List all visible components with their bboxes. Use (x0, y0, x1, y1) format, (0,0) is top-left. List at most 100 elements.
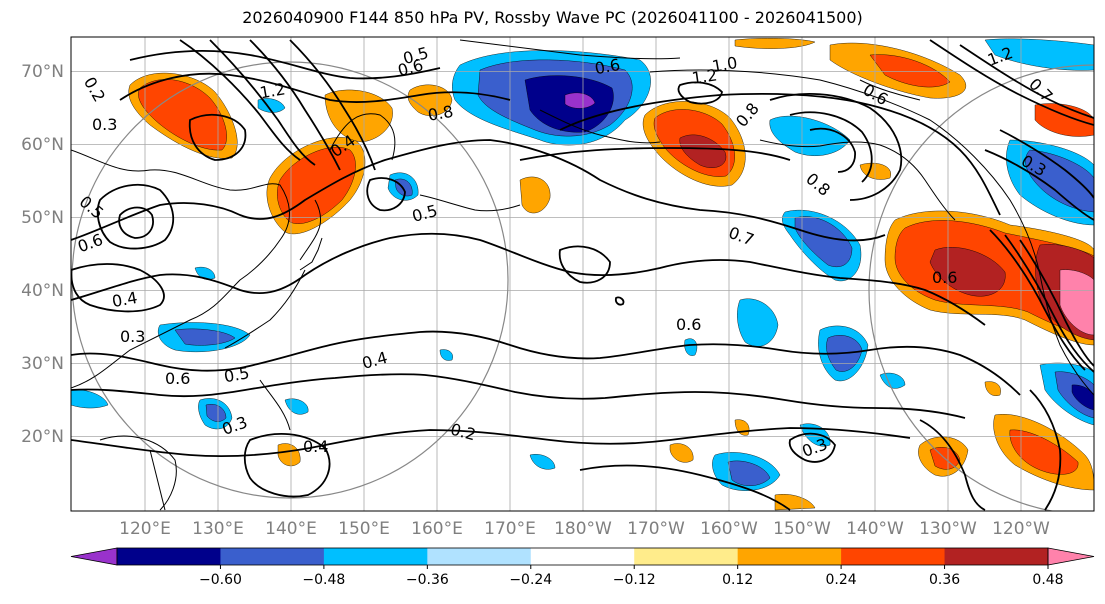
warm-anomaly (1059, 269, 1094, 336)
cold-anomaly (71, 389, 109, 409)
colorbar-extend-high (1047, 547, 1095, 566)
pv-contour (789, 111, 873, 183)
pv-contour (809, 127, 856, 173)
pv-contour (71, 232, 986, 326)
warm-anomaly (869, 54, 951, 88)
pv-contour (558, 245, 611, 284)
pv-contour (1029, 389, 1062, 511)
warm-anomaly (669, 443, 694, 463)
pv-contour (999, 129, 1094, 199)
colorbar-tick-label: 0.36 (929, 572, 960, 588)
lon-label: 170°W (627, 519, 685, 539)
shaded-anomalies (71, 38, 1094, 511)
colorbar-segment (841, 548, 946, 565)
pv-contour (71, 263, 165, 313)
coastlines (71, 39, 1094, 511)
pv-contour (677, 81, 723, 105)
map-frame (70, 36, 1095, 512)
colorbar-segment (323, 548, 428, 565)
warm-anomaly (138, 79, 227, 151)
pv-contour (243, 432, 331, 498)
cold-anomaly (174, 328, 236, 346)
pv-contour (249, 39, 341, 171)
lon-label: 130°W (919, 519, 977, 539)
cold-anomaly (1025, 149, 1094, 213)
pv-contour (929, 39, 1094, 126)
lon-label: 150°E (338, 519, 390, 539)
lon-label: 160°E (411, 519, 463, 539)
range-circle (868, 64, 1094, 511)
colorbar-segment (220, 548, 325, 565)
colorbar-frame (116, 547, 1049, 566)
lon-label: 120°W (992, 519, 1050, 539)
pv-contour (119, 72, 511, 103)
pv-contour (71, 427, 911, 458)
warm-anomaly (734, 38, 816, 49)
lon-label: 120°E (119, 519, 171, 539)
lat-label: 20°N (21, 427, 64, 447)
lon-label: 180°W (554, 519, 612, 539)
pv-contour (179, 39, 301, 161)
longitude-labels: 120°E 130°E 140°E 150°E 160°E 170°E 180°… (119, 519, 1050, 539)
warm-anomaly (277, 443, 301, 467)
pv-contour (919, 419, 986, 511)
colorbar-tick-label: −0.24 (509, 572, 552, 588)
contour-label: 0.6 (676, 315, 701, 334)
colorbar: −0.60 −0.48 −0.36 −0.24 −0.12 0.12 0.24 0.36 0.4… (70, 547, 1095, 588)
cold-anomaly (529, 454, 556, 470)
colorbar-tick-label: 0.12 (722, 572, 753, 588)
pv-contour (614, 296, 625, 306)
contour-label: 0.5 (222, 363, 250, 386)
lat-label: 30°N (21, 354, 64, 374)
lon-label: 160°W (700, 519, 758, 539)
pv-contour (71, 330, 1021, 396)
cold-anomaly (439, 349, 453, 361)
map-title: 2026040900 F144 850 hPa PV, Rossby Wave … (242, 8, 863, 27)
colorbar-segment (117, 548, 221, 565)
lon-label: 150°W (773, 519, 831, 539)
colorbar-extend-low (70, 547, 118, 566)
colorbar-segment (427, 548, 532, 565)
colorbar-segment (737, 548, 842, 565)
lat-label: 40°N (21, 281, 64, 301)
colorbar-tick-label: −0.48 (302, 572, 345, 588)
pv-contour (71, 139, 886, 242)
pv-contour (71, 373, 966, 419)
contour-label: 0.4 (110, 288, 138, 311)
colorbar-segment (530, 548, 635, 565)
contour-label: 1.0 (710, 53, 738, 76)
pv-contour (188, 113, 247, 161)
lon-label: 170°E (484, 519, 536, 539)
cold-anomaly (564, 92, 596, 109)
contour-label: 0.6 (932, 268, 957, 287)
pv-contour (984, 149, 1094, 221)
colorbar-tick-label: −0.12 (613, 572, 656, 588)
colorbar-segment (634, 548, 739, 565)
pv-contour (959, 44, 1094, 119)
latitude-labels: 70°N 60°N 50°N 40°N 30°N 20°N (21, 62, 64, 447)
contour-label: 0.6 (593, 55, 621, 78)
pv-contour (579, 464, 791, 511)
lat-label: 50°N (21, 208, 64, 228)
pv-contour (209, 39, 316, 166)
colorbar-tick-label: −0.36 (406, 572, 449, 588)
cold-anomaly (205, 404, 227, 422)
warm-anomaly (519, 176, 551, 214)
cold-anomaly (737, 298, 779, 347)
lat-label: 60°N (21, 135, 64, 155)
pv-contour (769, 93, 903, 201)
pv-contour (1019, 239, 1094, 367)
pv-contour (366, 177, 406, 212)
pv-contour (289, 39, 376, 171)
lon-label: 140°W (846, 519, 904, 539)
colorbar-tick-label: 0.48 (1032, 572, 1063, 588)
cold-anomaly (684, 338, 698, 356)
colorbar-tick-label: −0.60 (199, 572, 242, 588)
lat-label: 70°N (21, 62, 64, 82)
lon-label: 130°E (192, 519, 244, 539)
warm-anomaly (1034, 103, 1094, 137)
warm-anomaly (984, 381, 1001, 396)
colorbar-tick-label: 0.24 (826, 572, 857, 588)
contour-label: 1.2 (691, 65, 719, 87)
